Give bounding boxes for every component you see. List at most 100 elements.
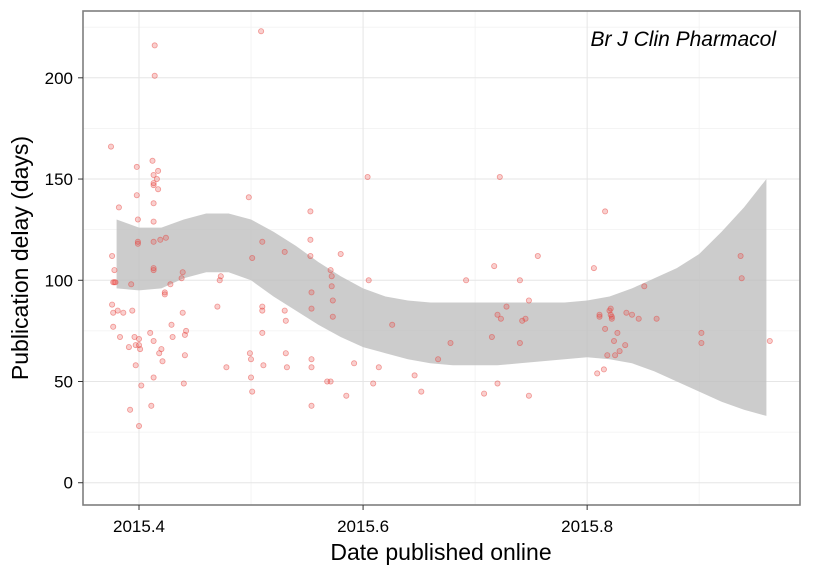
data-point bbox=[307, 252, 314, 259]
data-point bbox=[308, 289, 315, 296]
data-point bbox=[370, 380, 377, 387]
data-point bbox=[307, 236, 314, 243]
data-point bbox=[115, 204, 122, 211]
data-point bbox=[612, 352, 619, 359]
x-tick-label: 2015.6 bbox=[337, 517, 389, 536]
data-point bbox=[249, 254, 256, 261]
data-point bbox=[249, 388, 256, 395]
data-point bbox=[161, 289, 168, 296]
data-point bbox=[159, 358, 166, 365]
data-point bbox=[150, 182, 157, 189]
data-point bbox=[179, 269, 186, 276]
data-point bbox=[223, 364, 230, 371]
data-point bbox=[155, 186, 162, 193]
data-point bbox=[150, 200, 157, 207]
data-point bbox=[217, 273, 224, 280]
confidence-band bbox=[116, 179, 767, 416]
data-point bbox=[308, 402, 315, 409]
data-point bbox=[496, 173, 503, 180]
data-point bbox=[114, 307, 121, 314]
data-point bbox=[181, 352, 188, 359]
data-point bbox=[147, 329, 154, 336]
data-point bbox=[488, 333, 495, 340]
data-point bbox=[109, 252, 116, 259]
data-point bbox=[594, 370, 601, 377]
data-point bbox=[604, 352, 611, 359]
data-point bbox=[698, 329, 705, 336]
data-point bbox=[365, 277, 372, 284]
data-point bbox=[167, 281, 174, 288]
data-point bbox=[281, 307, 288, 314]
data-point bbox=[623, 309, 630, 316]
data-point bbox=[308, 356, 315, 363]
data-point bbox=[148, 402, 155, 409]
data-point bbox=[112, 279, 119, 286]
data-point bbox=[179, 309, 186, 316]
data-point bbox=[307, 208, 314, 215]
data-point bbox=[607, 305, 614, 312]
data-point bbox=[260, 362, 267, 369]
data-point bbox=[155, 167, 162, 174]
data-point bbox=[653, 315, 660, 322]
data-point bbox=[150, 238, 157, 245]
data-point bbox=[109, 301, 116, 308]
data-point bbox=[737, 252, 744, 259]
data-point bbox=[611, 337, 618, 344]
data-point bbox=[418, 388, 425, 395]
data-point bbox=[375, 364, 382, 371]
data-point bbox=[328, 283, 335, 290]
data-point bbox=[158, 346, 165, 353]
data-point bbox=[138, 382, 145, 389]
data-point bbox=[134, 216, 141, 223]
y-tick-label: 0 bbox=[64, 474, 73, 493]
data-point bbox=[135, 335, 142, 342]
data-point bbox=[411, 372, 418, 379]
data-point bbox=[214, 303, 221, 310]
data-point bbox=[622, 342, 629, 349]
data-point bbox=[337, 250, 344, 257]
data-point bbox=[389, 321, 396, 328]
data-point bbox=[629, 311, 636, 318]
data-point bbox=[259, 307, 266, 314]
panel-border bbox=[82, 10, 801, 506]
data-point bbox=[596, 311, 603, 318]
data-point bbox=[698, 339, 705, 346]
data-point bbox=[519, 317, 526, 324]
data-point bbox=[247, 356, 254, 363]
data-point bbox=[435, 356, 442, 363]
data-point bbox=[525, 297, 532, 304]
data-point bbox=[590, 265, 597, 272]
data-point bbox=[329, 297, 336, 304]
data-point bbox=[494, 380, 501, 387]
data-point bbox=[108, 143, 115, 150]
data-point bbox=[246, 350, 253, 357]
data-point bbox=[133, 163, 140, 170]
data-point bbox=[132, 362, 139, 369]
y-tick-label: 200 bbox=[45, 69, 73, 88]
data-point bbox=[481, 390, 488, 397]
data-point bbox=[503, 303, 510, 310]
data-point bbox=[259, 329, 266, 336]
data-point bbox=[150, 218, 157, 225]
data-point bbox=[151, 72, 158, 79]
data-point bbox=[616, 348, 623, 355]
x-tick-label: 2015.4 bbox=[113, 517, 165, 536]
data-point bbox=[596, 313, 603, 320]
data-point bbox=[161, 291, 168, 298]
data-point bbox=[129, 307, 136, 314]
data-point bbox=[641, 283, 648, 290]
data-point bbox=[766, 337, 773, 344]
data-point bbox=[525, 392, 532, 399]
y-tick-label: 150 bbox=[45, 170, 73, 189]
data-point bbox=[516, 339, 523, 346]
data-point bbox=[522, 315, 529, 322]
data-point bbox=[308, 364, 315, 371]
data-point bbox=[614, 329, 621, 336]
y-tick-label: 50 bbox=[54, 373, 73, 392]
data-point bbox=[135, 422, 142, 429]
data-point bbox=[134, 240, 141, 247]
data-point bbox=[150, 180, 157, 187]
x-axis: 2015.4 2015.6 2015.8 bbox=[113, 505, 613, 536]
data-point bbox=[282, 350, 289, 357]
